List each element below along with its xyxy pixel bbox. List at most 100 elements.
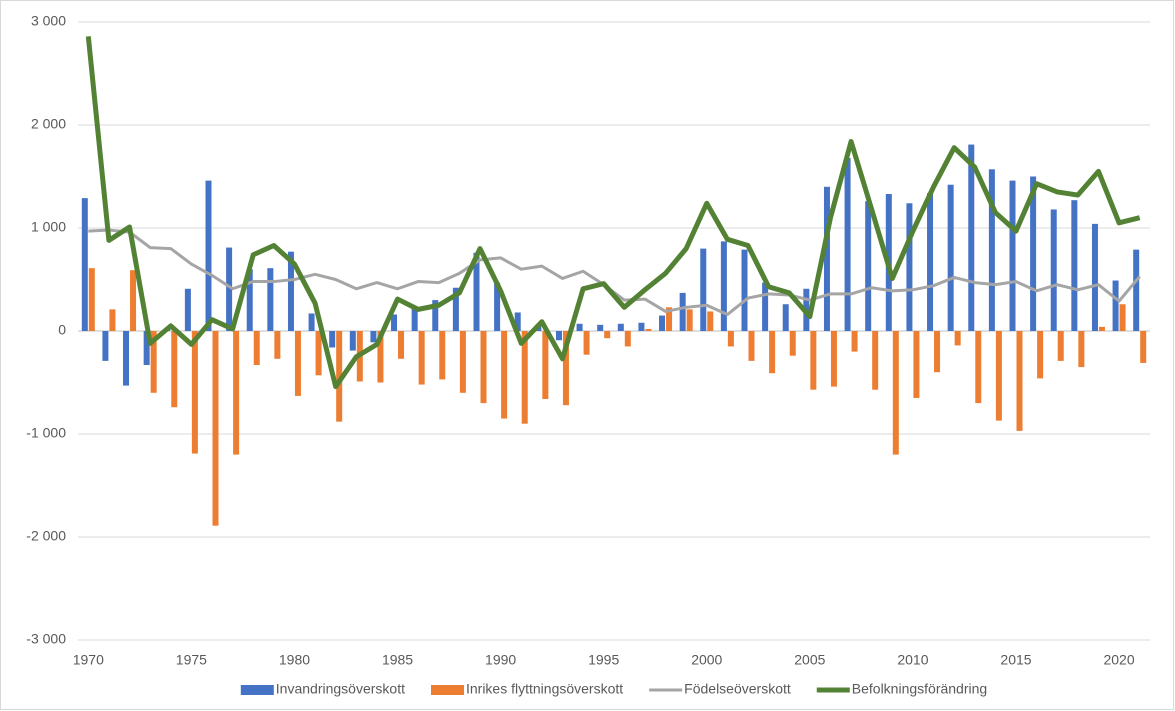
x-tick-label: 2010	[897, 652, 928, 668]
bar	[927, 192, 934, 331]
y-tick-label: 1 000	[31, 219, 66, 235]
bar	[233, 331, 240, 455]
bar	[336, 331, 343, 422]
bar	[975, 331, 982, 404]
bar	[789, 331, 796, 356]
bar	[1091, 223, 1098, 331]
bar	[892, 331, 899, 455]
bar	[1016, 331, 1023, 431]
bar	[130, 270, 137, 331]
bar	[377, 331, 384, 383]
bar	[501, 331, 508, 419]
bar	[934, 331, 941, 373]
bar	[1098, 326, 1105, 331]
bar	[748, 331, 755, 361]
x-tick-label: 1995	[588, 652, 619, 668]
x-tick-label: 1990	[485, 652, 516, 668]
bar	[274, 331, 281, 359]
y-tick-label: -2 000	[26, 528, 66, 544]
bar	[851, 331, 858, 352]
bar	[1057, 331, 1064, 361]
legend-label: Invandringsöverskott	[276, 681, 405, 697]
bar	[1030, 176, 1037, 331]
bar	[782, 304, 789, 331]
bar	[954, 331, 961, 346]
bar	[226, 247, 233, 331]
bar	[459, 331, 466, 393]
bar	[988, 169, 995, 331]
bar	[267, 268, 274, 331]
bar	[329, 331, 336, 348]
bar	[638, 322, 645, 331]
bar	[1112, 280, 1119, 331]
bar	[666, 307, 673, 331]
bar	[1050, 209, 1057, 331]
bar	[480, 331, 487, 404]
bar	[576, 323, 583, 331]
bar	[514, 312, 521, 331]
bar	[1133, 249, 1140, 331]
bar	[287, 251, 294, 331]
bar	[659, 315, 666, 331]
bar	[844, 157, 851, 331]
bar	[562, 331, 569, 406]
bar	[315, 331, 322, 376]
bar	[473, 252, 480, 331]
bar	[391, 314, 398, 331]
bar	[212, 331, 219, 526]
x-tick-label: 2020	[1103, 652, 1134, 668]
bar	[370, 331, 377, 343]
legend-label: Befolkningsförändring	[852, 681, 987, 697]
y-tick-label: 2 000	[31, 116, 66, 132]
bar	[452, 287, 459, 331]
bar	[913, 331, 920, 398]
bar	[645, 328, 652, 331]
bar	[1078, 331, 1085, 368]
bar	[308, 313, 315, 331]
x-tick-label: 1970	[73, 652, 104, 668]
y-tick-label: -1 000	[26, 425, 66, 441]
bar	[1009, 180, 1016, 331]
y-tick-label: 3 000	[31, 13, 66, 29]
x-tick-label: 2005	[794, 652, 825, 668]
x-tick-label: 1975	[176, 652, 207, 668]
bar	[150, 331, 157, 393]
bar	[294, 331, 301, 396]
legend-label: Inrikes flyttningsöverskott	[466, 681, 623, 697]
bar	[1119, 304, 1126, 331]
bar	[1037, 331, 1044, 379]
bar	[872, 331, 879, 390]
bar	[349, 331, 356, 351]
bar	[542, 331, 549, 399]
bar	[81, 198, 88, 331]
bar	[604, 331, 611, 339]
bar	[253, 331, 260, 365]
bar	[205, 180, 212, 331]
bar	[617, 323, 624, 331]
bar	[727, 331, 734, 347]
x-tick-label: 1980	[279, 652, 310, 668]
bar	[398, 331, 405, 359]
bar	[521, 331, 528, 424]
bar	[624, 331, 631, 347]
legend-swatch	[430, 685, 464, 695]
bar	[418, 331, 425, 385]
y-tick-label: 0	[58, 322, 66, 338]
bar	[968, 144, 975, 331]
line	[85, 36, 1141, 390]
bar	[494, 282, 501, 331]
bar	[597, 324, 604, 331]
x-tick-label: 2015	[1000, 652, 1031, 668]
bar	[246, 269, 253, 331]
x-tick-label: 1985	[382, 652, 413, 668]
bar	[143, 331, 150, 365]
x-tick-label: 2000	[691, 652, 722, 668]
bar	[1071, 200, 1078, 331]
bar	[191, 331, 198, 454]
bar	[123, 331, 130, 386]
bar	[707, 311, 714, 331]
bar	[823, 186, 830, 331]
y-tick-label: -3 000	[26, 631, 66, 647]
bar	[102, 331, 109, 361]
